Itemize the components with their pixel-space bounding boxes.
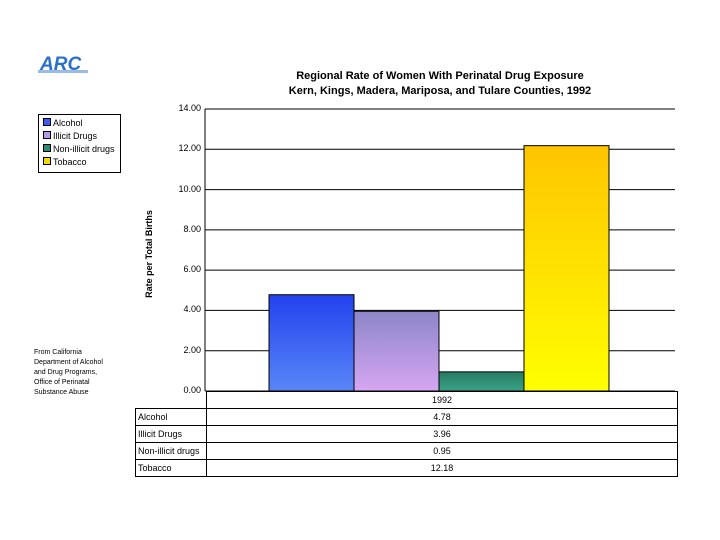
legend-label: Non-illicit drugs xyxy=(53,144,115,154)
source-line: Substance Abuse xyxy=(34,389,89,396)
legend-swatch xyxy=(43,118,51,126)
table-row-label: Illicit Drugs xyxy=(135,425,207,443)
y-axis-label: Rate per Total Births xyxy=(144,210,154,298)
legend-swatch xyxy=(43,144,51,152)
bars xyxy=(268,145,610,392)
chart-subtitle: Kern, Kings, Madera, Mariposa, and Tular… xyxy=(288,85,592,97)
y-tick-label: 4.00 xyxy=(183,304,201,315)
logo-underline xyxy=(38,70,88,73)
source-line: Department of Alcohol xyxy=(34,359,103,366)
table-cell: 3.96 xyxy=(206,425,678,443)
y-tick-label: 12.00 xyxy=(178,143,201,154)
gridlines xyxy=(205,108,675,392)
table-corner xyxy=(135,391,207,409)
legend-item-non-illicit-drugs: Non-illicit drugs xyxy=(43,144,115,155)
table-row-label: Non-illicit drugs xyxy=(135,442,207,460)
y-tick-label: 0.00 xyxy=(183,385,201,395)
legend-swatch xyxy=(43,157,51,165)
source-line: and Drug Programs, xyxy=(34,369,98,376)
legend-label: Alcohol xyxy=(53,118,83,128)
legend-item-alcohol: Alcohol xyxy=(43,118,83,129)
y-tick-label: 14.00 xyxy=(178,103,201,113)
table-cell: 4.78 xyxy=(206,408,678,426)
logo-text: ARC xyxy=(39,54,81,75)
bar-alcohol xyxy=(268,294,355,392)
y-tick-label: 8.00 xyxy=(183,223,201,234)
legend-label: Tobacco xyxy=(53,157,87,167)
y-tick-label: 10.00 xyxy=(178,183,201,194)
bar-non-illicit-drugs xyxy=(438,371,525,392)
source-note: From California Department of Alcohol an… xyxy=(34,348,134,398)
table-row: Alcohol 4.78 xyxy=(135,408,678,426)
bar-tobacco xyxy=(523,145,610,392)
legend-item-tobacco: Tobacco xyxy=(43,157,87,168)
legend-label: Illicit Drugs xyxy=(53,131,98,141)
table-header-row: 1992 xyxy=(135,391,678,409)
chart-title: Regional Rate of Women With Perinatal Dr… xyxy=(296,70,584,82)
data-table: 1992 Alcohol 4.78 Illicit Drugs 3.96 Non… xyxy=(135,391,678,477)
source-line: From California xyxy=(34,349,82,356)
table-row-label: Tobacco xyxy=(135,459,207,477)
table-row: Tobacco 12.18 xyxy=(135,459,678,477)
source-line: Office of Perinatal xyxy=(34,379,90,386)
y-tick-label: 2.00 xyxy=(183,344,201,355)
legend-item-illicit-drugs: Illicit Drugs xyxy=(43,131,97,142)
legend-swatch xyxy=(43,131,51,139)
table-cell: 0.95 xyxy=(206,442,678,460)
bar-illicit-drugs xyxy=(353,310,440,392)
table-cell: 12.18 xyxy=(206,459,678,477)
arc-logo: ARC xyxy=(38,52,88,76)
table-row: Illicit Drugs 3.96 xyxy=(135,425,678,443)
y-tick-label: 6.00 xyxy=(183,264,201,275)
table-column-header: 1992 xyxy=(206,391,678,409)
table-row-label: Alcohol xyxy=(135,408,207,426)
table-row: Non-illicit drugs 0.95 xyxy=(135,442,678,460)
chart-legend: Alcohol Illicit Drugs Non-illicit drugs … xyxy=(38,114,121,173)
